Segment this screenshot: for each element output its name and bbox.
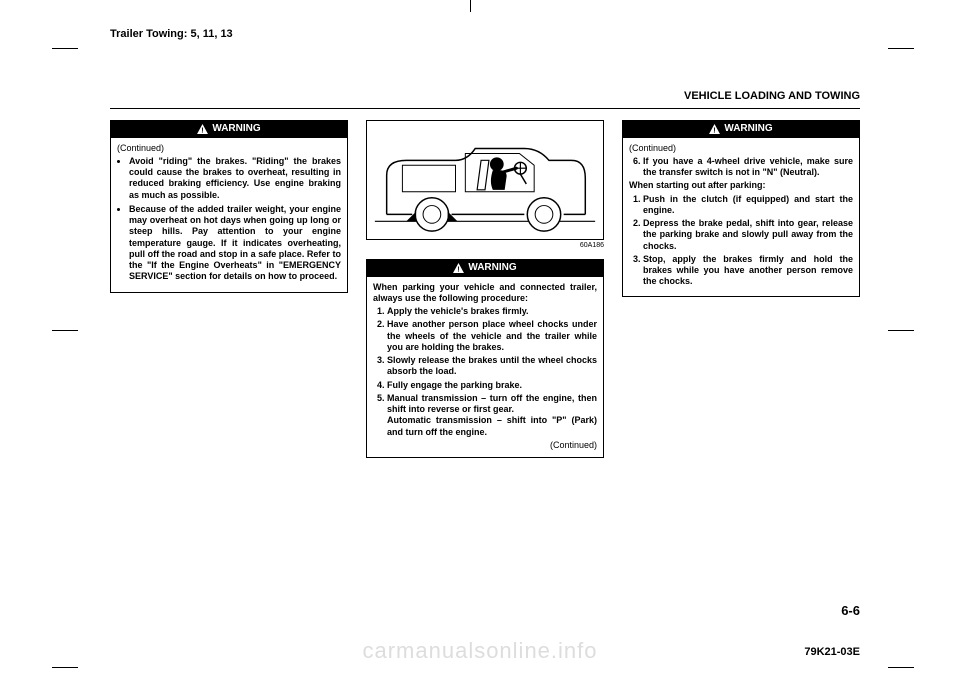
column-1: ! WARNING (Continued) Avoid "riding" the…	[110, 120, 348, 458]
warning-label: WARNING	[724, 123, 772, 136]
crop-mark	[52, 667, 78, 668]
warn2-step: Slowly release the brakes until the whee…	[387, 355, 597, 378]
warn3-step6: If you have a 4-wheel drive vehicle, mak…	[643, 156, 853, 179]
svg-text:!: !	[458, 265, 460, 273]
warn2-step: Manual transmission – turn off the engin…	[387, 393, 597, 438]
crop-mark	[888, 667, 914, 668]
warn1-bullet: Avoid "riding" the brakes. "Riding" the …	[129, 156, 341, 201]
doc-code: 79K21-03E	[804, 646, 860, 658]
warning-header: ! WARNING	[111, 121, 347, 138]
crop-mark	[888, 330, 914, 331]
warn2-intro: When parking your vehicle and connected …	[373, 282, 597, 305]
warning-box-3: ! WARNING (Continued) If you have a 4-wh…	[622, 120, 860, 297]
warning-triangle-icon: !	[453, 263, 464, 273]
warn1-bullet: Because of the added trailer weight, you…	[129, 204, 341, 283]
warning-label: WARNING	[212, 123, 260, 136]
vehicle-parking-illustration	[367, 121, 603, 239]
svg-text:!: !	[714, 126, 716, 134]
warning-triangle-icon: !	[709, 124, 720, 134]
warn2-step: Fully engage the parking brake.	[387, 380, 597, 391]
crop-mark	[888, 48, 914, 49]
warn2-step: Apply the vehicle's brakes firmly.	[387, 306, 597, 317]
continued-label: (Continued)	[629, 143, 853, 154]
column-2: 60A186 ! WARNING When parking your vehic…	[366, 120, 604, 458]
warning-box-1: ! WARNING (Continued) Avoid "riding" the…	[110, 120, 348, 293]
continued-label: (Continued)	[117, 143, 341, 154]
crop-mark	[52, 48, 78, 49]
warning-header: ! WARNING	[623, 121, 859, 138]
page: Trailer Towing: 5, 11, 13 VEHICLE LOADIN…	[0, 0, 960, 678]
warn3-step: Push in the clutch (if equipped) and sta…	[643, 194, 853, 217]
warning-box-2: ! WARNING When parking your vehicle and …	[366, 259, 604, 458]
crop-mark	[470, 0, 471, 12]
svg-text:!: !	[202, 126, 204, 134]
warn3-step: Stop, apply the brakes firmly and hold t…	[643, 254, 853, 288]
continued-label: (Continued)	[373, 440, 597, 451]
section-title: VEHICLE LOADING AND TOWING	[684, 90, 860, 102]
header-rule	[110, 108, 860, 109]
columns: ! WARNING (Continued) Avoid "riding" the…	[110, 120, 860, 458]
figure-code: 60A186	[366, 242, 604, 249]
after-parking-label: When starting out after parking:	[629, 180, 853, 191]
warning-triangle-icon: !	[197, 124, 208, 134]
warning-body-2: When parking your vehicle and connected …	[367, 277, 603, 458]
warning-body-1: (Continued) Avoid "riding" the brakes. "…	[111, 138, 347, 292]
warning-header: ! WARNING	[367, 260, 603, 277]
warn3-step: Depress the brake pedal, shift into gear…	[643, 218, 853, 252]
page-number: 6-6	[841, 603, 860, 618]
warning-body-3: (Continued) If you have a 4-wheel drive …	[623, 138, 859, 296]
warning-label: WARNING	[468, 262, 516, 275]
trailer-ref: Trailer Towing: 5, 11, 13	[110, 28, 233, 40]
column-3: ! WARNING (Continued) If you have a 4-wh…	[622, 120, 860, 458]
figure-vehicle	[366, 120, 604, 240]
warn2-step: Have another person place wheel chocks u…	[387, 319, 597, 353]
crop-mark	[52, 330, 78, 331]
